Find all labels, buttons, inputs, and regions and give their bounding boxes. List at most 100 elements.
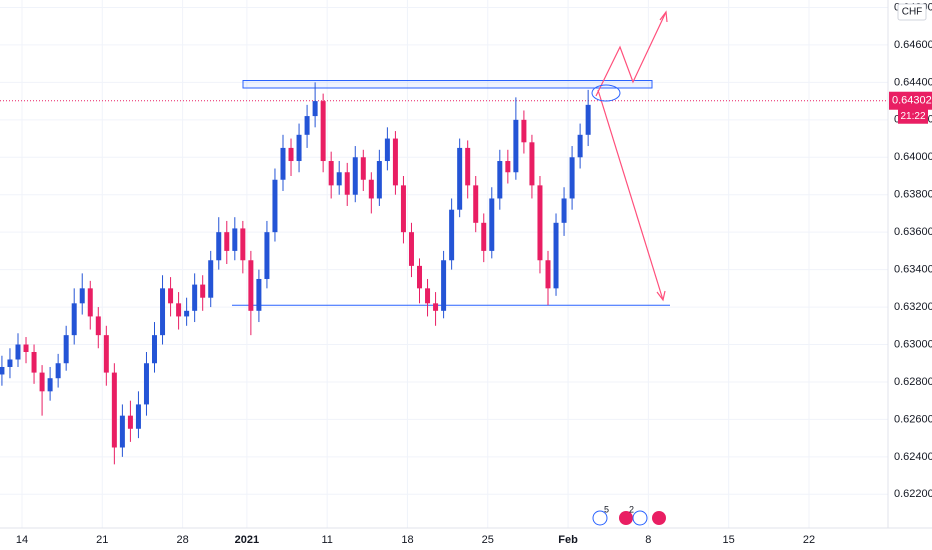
candle-body bbox=[87, 288, 93, 317]
candle-body bbox=[537, 185, 543, 261]
currency: CHF bbox=[902, 7, 923, 18]
candle-body bbox=[288, 147, 294, 162]
badge-icon bbox=[619, 511, 633, 525]
candle-body bbox=[561, 198, 567, 223]
candle-body bbox=[39, 372, 45, 392]
badge-icon bbox=[592, 510, 608, 526]
x-tick-label: 15 bbox=[723, 534, 735, 546]
candle-body bbox=[368, 179, 374, 199]
candle-body bbox=[7, 359, 13, 367]
candle-body bbox=[465, 147, 471, 186]
candle-body bbox=[168, 288, 174, 304]
x-tick-label: 28 bbox=[176, 534, 188, 546]
candle-body bbox=[152, 335, 158, 364]
candle-body bbox=[71, 303, 77, 336]
candle-body bbox=[473, 185, 479, 223]
candle-body bbox=[31, 352, 37, 373]
candle-body bbox=[192, 284, 198, 311]
candle-body bbox=[256, 278, 262, 311]
price-label-box bbox=[889, 91, 932, 110]
y-tick-label: 0.62800 bbox=[894, 376, 932, 388]
candle-body bbox=[216, 232, 222, 261]
arrow-head bbox=[656, 290, 666, 302]
timer: 21:22 bbox=[900, 111, 925, 122]
candle-body bbox=[224, 232, 230, 251]
candle-body bbox=[304, 116, 310, 135]
resistance-zone bbox=[242, 80, 653, 89]
y-tick-label: 0.62600 bbox=[894, 413, 932, 425]
candle-body bbox=[111, 372, 117, 448]
candle-body bbox=[15, 344, 21, 360]
candle-body bbox=[529, 142, 535, 186]
x-tick-label: 21 bbox=[96, 534, 108, 546]
y-tick-label: 0.64000 bbox=[894, 151, 932, 163]
badge-count: 5 bbox=[604, 504, 609, 514]
badge-icon bbox=[632, 510, 648, 526]
candle-body bbox=[79, 288, 85, 304]
candle-body bbox=[481, 222, 487, 251]
candle-body bbox=[400, 185, 406, 233]
event-badges: 5 2 bbox=[592, 504, 666, 526]
y-tick-label: 0.63800 bbox=[894, 189, 932, 201]
badge-icon bbox=[652, 511, 666, 525]
price-label: 0.64302 bbox=[892, 95, 932, 107]
candle-body bbox=[312, 101, 318, 117]
grid bbox=[0, 0, 888, 528]
x-tick-label: 2021 bbox=[235, 534, 259, 546]
candle-body bbox=[489, 198, 495, 251]
candle-body bbox=[320, 101, 326, 162]
candle-body bbox=[441, 260, 447, 311]
candle-body bbox=[296, 134, 302, 162]
candle-body bbox=[352, 157, 358, 195]
y-tick-label: 0.62200 bbox=[894, 488, 932, 500]
candle-body bbox=[328, 161, 334, 186]
candle-body bbox=[392, 138, 398, 186]
badge-count: 2 bbox=[629, 504, 634, 514]
candle-body bbox=[103, 335, 109, 373]
y-tick-label: 0.63600 bbox=[894, 226, 932, 238]
candle-body bbox=[232, 228, 238, 251]
down-arrow bbox=[597, 89, 664, 301]
up-arrow bbox=[595, 11, 667, 97]
candle-body bbox=[577, 134, 583, 158]
candle-body bbox=[176, 303, 182, 317]
candle-body bbox=[417, 265, 423, 289]
y-tick-label: 0.62400 bbox=[894, 451, 932, 463]
candle-body bbox=[264, 232, 270, 279]
candle-body bbox=[376, 161, 382, 199]
candle-body bbox=[585, 104, 591, 135]
candle-body bbox=[521, 119, 527, 143]
candle-body bbox=[184, 310, 190, 317]
candle-body bbox=[280, 147, 286, 180]
candle-body bbox=[336, 172, 342, 186]
currency-box bbox=[897, 3, 927, 21]
candles bbox=[0, 82, 591, 465]
candle-body bbox=[200, 284, 206, 298]
candle-body bbox=[135, 404, 141, 429]
x-tick-label: 8 bbox=[645, 534, 651, 546]
arrows bbox=[591, 10, 668, 302]
candle-body bbox=[457, 147, 463, 210]
x-tick-label: 18 bbox=[401, 534, 413, 546]
highlight-ellipse bbox=[591, 84, 621, 102]
x-tick-label: 14 bbox=[16, 534, 28, 546]
candle-body bbox=[360, 157, 366, 180]
candle-body bbox=[160, 288, 166, 336]
candle-body bbox=[569, 157, 575, 199]
y-tick-label: 0.63000 bbox=[894, 338, 932, 350]
candle-body bbox=[408, 232, 414, 266]
candle-body bbox=[553, 222, 559, 289]
candle-body bbox=[55, 363, 61, 379]
x-tick-label: 25 bbox=[482, 534, 494, 546]
arrow-head bbox=[659, 10, 668, 23]
drawings bbox=[0, 80, 888, 306]
x-tick-label: 22 bbox=[803, 534, 815, 546]
y-tick-label: 0.63200 bbox=[894, 301, 932, 313]
candle-body bbox=[449, 209, 455, 261]
candle-body bbox=[513, 119, 519, 173]
candle-body bbox=[119, 415, 125, 448]
timer-box bbox=[898, 108, 928, 124]
candle-body bbox=[127, 415, 133, 429]
